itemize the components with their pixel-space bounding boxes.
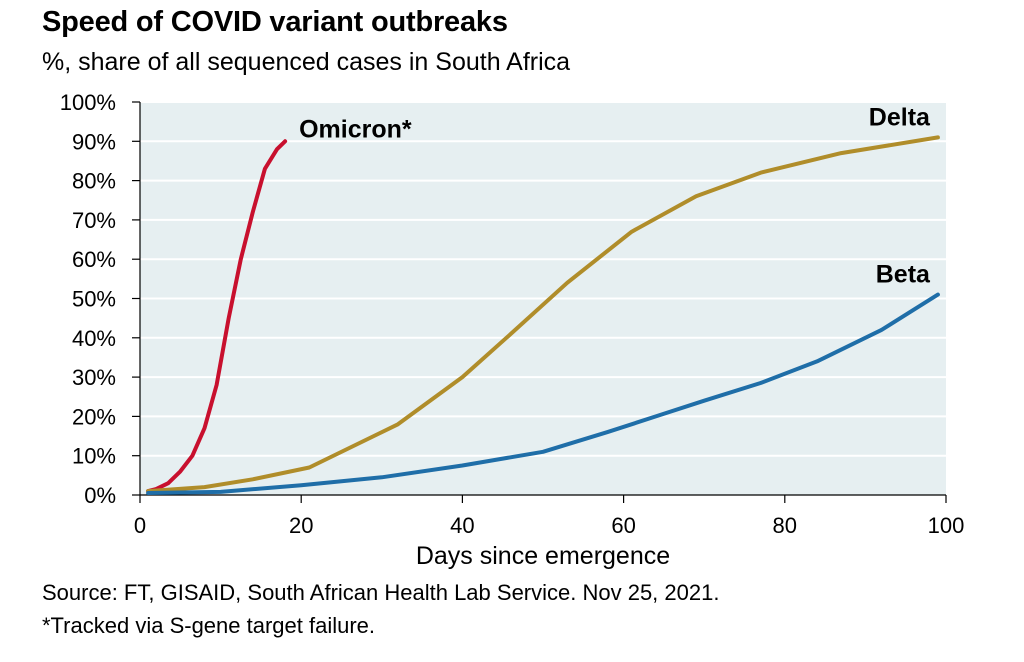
x-axis-label: Days since emergence	[416, 542, 670, 570]
x-tick-label: 60	[611, 513, 635, 538]
series-labels: Omicron* Delta Beta	[299, 103, 931, 288]
y-tick-label: 30%	[72, 365, 116, 390]
x-tick-label: 80	[773, 513, 797, 538]
series-lines	[146, 135, 940, 495]
series-line-beta	[146, 292, 940, 495]
y-tick-label: 100%	[60, 90, 116, 115]
y-tick-label: 60%	[72, 247, 116, 272]
x-tick-label: 0	[134, 513, 146, 538]
chart-subtitle: %, share of all sequenced cases in South…	[42, 48, 571, 76]
series-label-delta: Delta	[869, 103, 931, 131]
source-note: Source: FT, GISAID, South African Health…	[42, 580, 720, 605]
y-tick-label: 80%	[72, 169, 116, 194]
footnote: *Tracked via S-gene target failure.	[42, 613, 376, 638]
x-tick-label: 100	[928, 513, 965, 538]
series-line-omicron	[146, 139, 288, 494]
y-tick-label: 50%	[72, 287, 116, 312]
y-tick-label: 70%	[72, 208, 116, 233]
y-tick-label: 20%	[72, 404, 116, 429]
series-line-delta	[146, 135, 940, 494]
chart-title: Speed of COVID variant outbreaks	[42, 6, 508, 38]
axes: 0% 10% 20% 30% 40% 50% 60% 70% 80% 90% 100% 0 20 40 60…	[60, 90, 965, 538]
series-label-beta: Beta	[876, 261, 931, 289]
x-tick-label: 20	[289, 513, 313, 538]
y-tick-label: 90%	[72, 129, 116, 154]
x-tick-label: 40	[450, 513, 474, 538]
y-tick-label: 0%	[84, 483, 116, 508]
y-tick-label: 10%	[72, 444, 116, 469]
series-label-omicron: Omicron*	[299, 115, 412, 143]
y-tick-label: 40%	[72, 326, 116, 351]
gridlines	[140, 101, 946, 457]
